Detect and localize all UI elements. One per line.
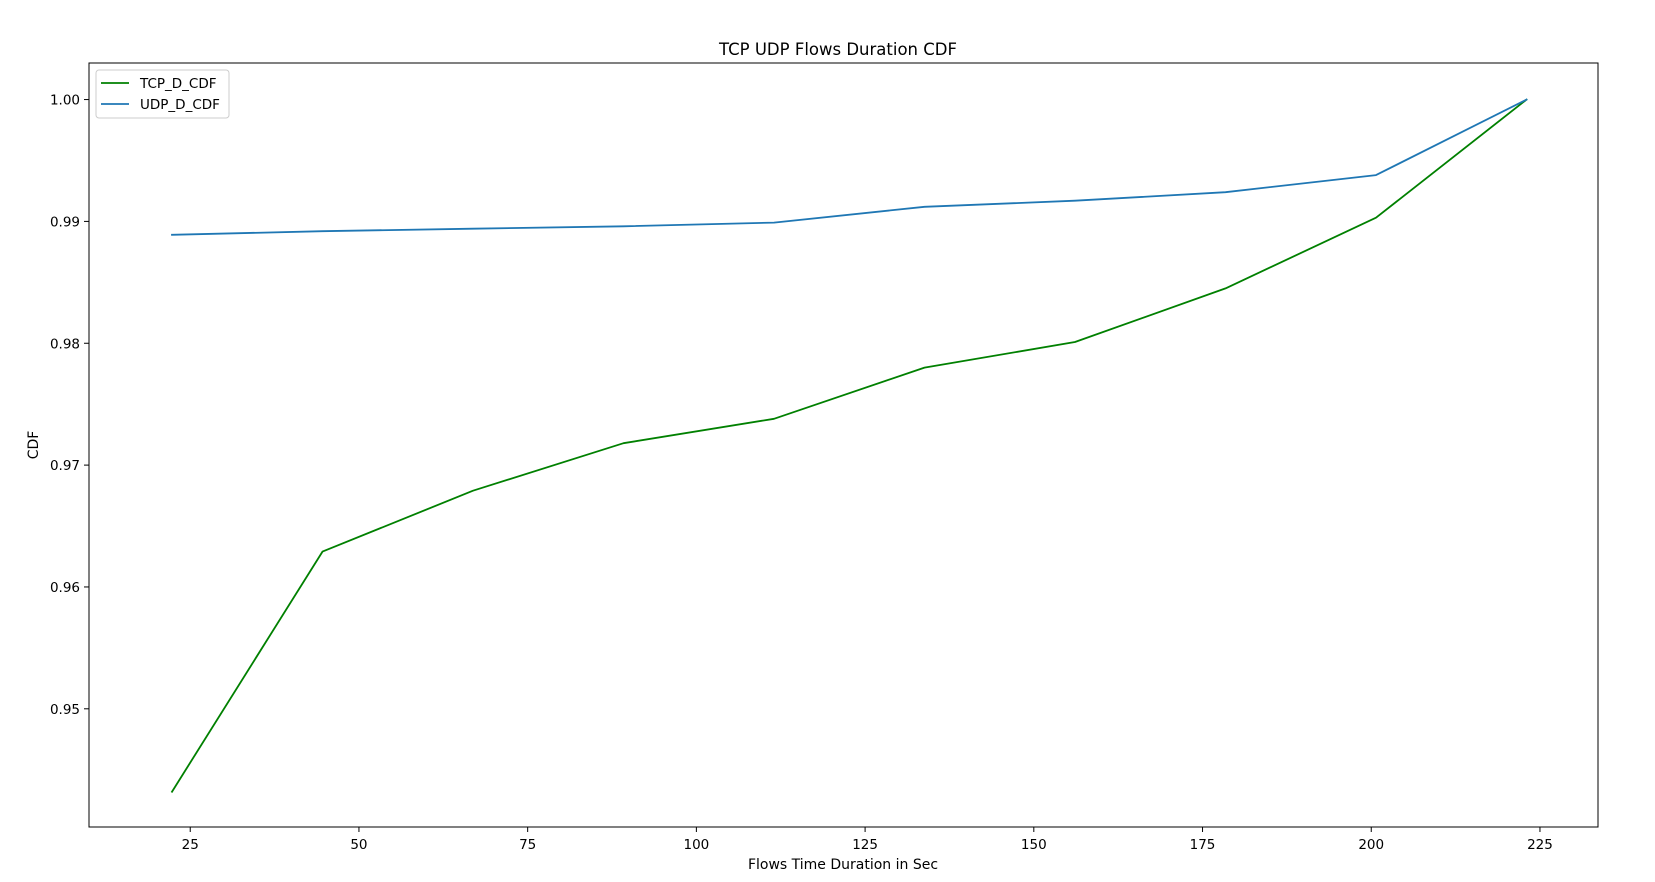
x-tick-label: 100 (683, 837, 709, 853)
chart-title: TCP UDP Flows Duration CDF (718, 40, 957, 59)
x-tick-label: 225 (1527, 837, 1553, 853)
y-tick-label: 1.00 (50, 93, 80, 109)
y-tick-label: 0.96 (50, 580, 80, 596)
y-axis-ticks: 0.95 0.96 0.97 0.98 0.99 1.00 (50, 93, 89, 718)
x-tick-label: 175 (1190, 837, 1216, 853)
legend: TCP_D_CDF UDP_D_CDF (95, 69, 230, 119)
x-axis-label: Flows Time Duration in Sec (748, 857, 938, 873)
series-line-udp-d-cdf (171, 98, 1528, 236)
legend-box (95, 69, 230, 119)
series-line-tcp-d-cdf (170, 98, 1528, 793)
x-tick-label: 125 (852, 837, 878, 853)
x-tick-label: 200 (1358, 837, 1384, 853)
x-tick-label: 50 (350, 837, 367, 853)
x-axis-ticks: 25 50 75 100 125 150 175 200 225 (182, 827, 1553, 853)
y-tick-label: 0.98 (50, 336, 80, 352)
y-tick-label: 0.97 (50, 458, 80, 474)
y-tick-label: 0.95 (50, 702, 80, 718)
y-axis-label: CDF (26, 431, 42, 460)
series-layer (170, 98, 1528, 793)
plot-frame (88, 62, 1599, 828)
x-tick-label: 75 (519, 837, 536, 853)
legend-label: TCP_D_CDF (139, 76, 217, 92)
x-tick-label: 25 (182, 837, 199, 853)
legend-label: UDP_D_CDF (140, 97, 220, 113)
y-tick-label: 0.99 (50, 214, 80, 230)
x-tick-label: 150 (1021, 837, 1047, 853)
